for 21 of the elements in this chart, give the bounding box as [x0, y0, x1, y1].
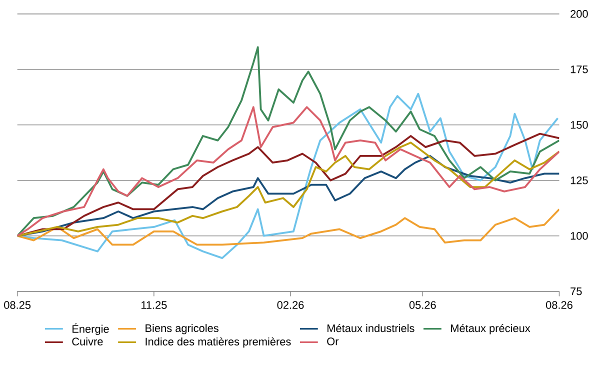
legend-label: Métaux précieux — [451, 324, 530, 334]
x-tick-label: 08.25 — [4, 301, 31, 309]
y-tick-label: 75 — [570, 288, 582, 296]
legend-label: Or — [327, 338, 339, 346]
x-tick-label: 05.26 — [409, 301, 436, 309]
legend-label: Biens agricoles — [146, 324, 218, 334]
legend-label: Cuivre — [72, 337, 103, 346]
legend-label: Indice des matières premières — [146, 337, 291, 348]
line-series — [17, 46, 560, 237]
legend-label: Métaux industriels — [328, 324, 414, 332]
line-series — [17, 106, 560, 237]
y-tick-label: 200 — [570, 10, 588, 18]
x-tick-label: 11.25 — [141, 301, 167, 309]
line-series — [17, 208, 560, 246]
y-tick-label: 175 — [570, 66, 588, 74]
legend-label: Énergie — [72, 323, 109, 336]
x-tick-label: 02.26 — [277, 301, 304, 309]
y-tick-label: 100 — [570, 232, 588, 240]
x-tick-label: 08.26 — [546, 301, 572, 309]
y-tick-label: 150 — [570, 121, 588, 129]
y-tick-label: 125 — [570, 176, 588, 184]
